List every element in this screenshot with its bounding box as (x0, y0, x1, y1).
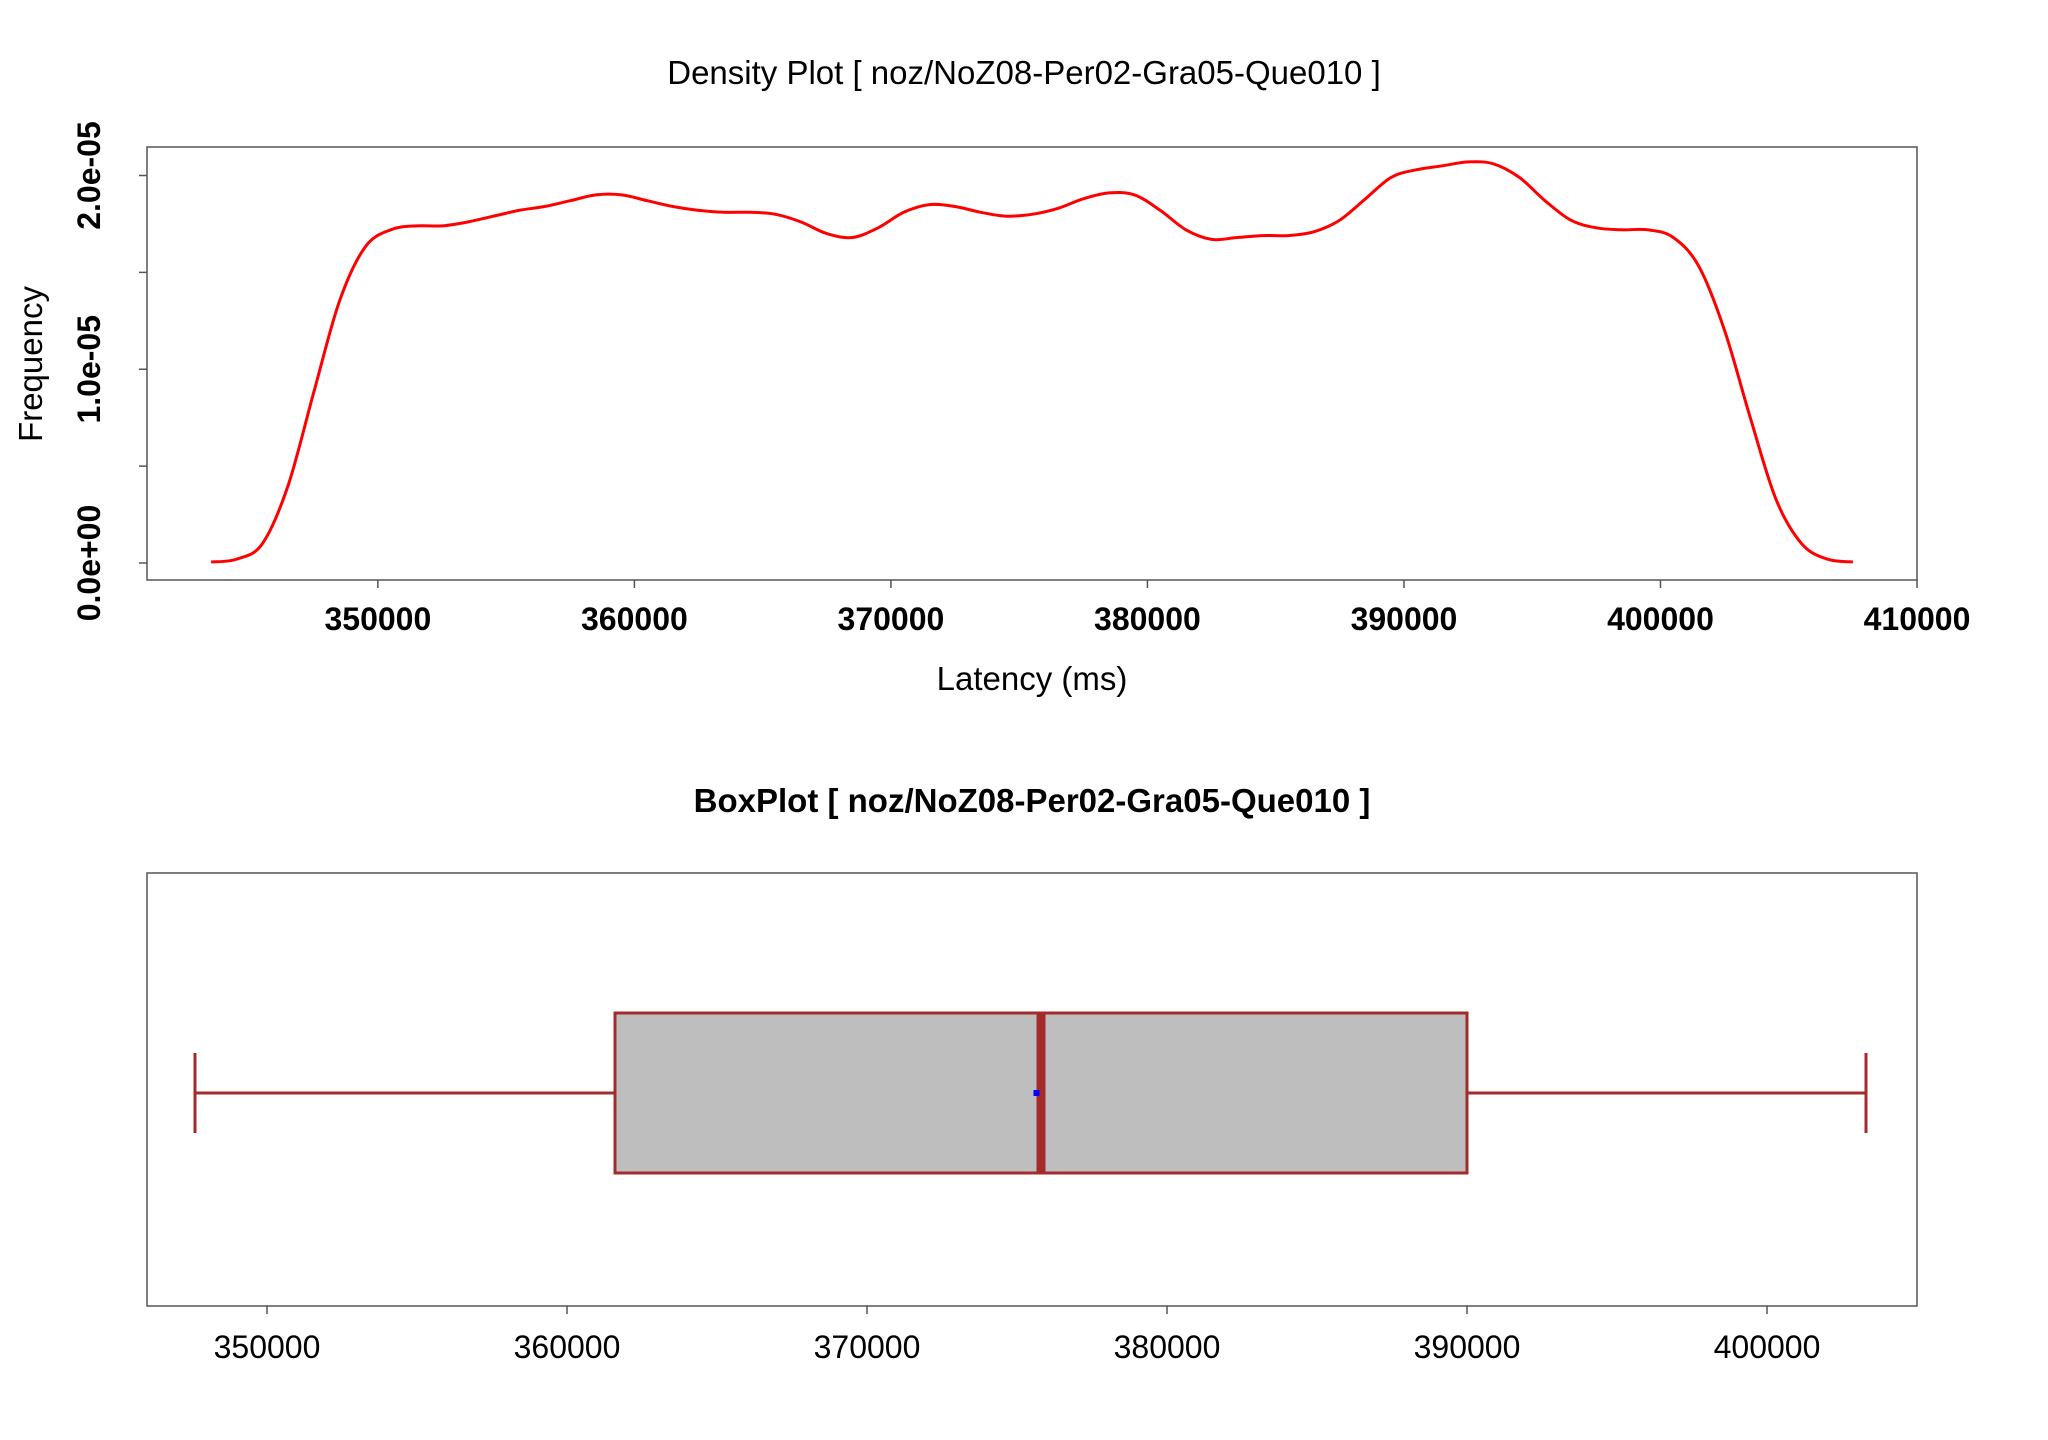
density-plot: Density Plot [ noz/NoZ08-Per02-Gra05-Que… (12, 54, 1970, 697)
box-x-tick-label: 400000 (1714, 1329, 1821, 1365)
box-x-tick-label: 380000 (1114, 1329, 1221, 1365)
density-y-tick-label: 0.0e+00 (71, 505, 107, 622)
box-plot-marks (193, 1011, 1868, 1175)
density-y-axis-label: Frequency (12, 286, 49, 442)
box-mean-marker (1033, 1090, 1040, 1096)
density-x-tick-label: 410000 (1864, 601, 1971, 637)
density-plot-title: Density Plot [ noz/NoZ08-Per02-Gra05-Que… (667, 54, 1381, 91)
box-plot-frame (146, 872, 1918, 1307)
density-x-tick-label: 350000 (324, 601, 431, 637)
box-x-tick-label: 360000 (514, 1329, 621, 1365)
density-x-tick-label: 370000 (838, 601, 945, 637)
box-x-tick-label: 390000 (1414, 1329, 1521, 1365)
density-x-axis-label: Latency (ms) (937, 660, 1128, 697)
density-x-tick-label: 360000 (581, 601, 688, 637)
density-y-tick-label: 2.0e-05 (71, 121, 107, 230)
density-series-line (210, 160, 1854, 564)
density-plot-frame (146, 146, 1918, 581)
box-x-tick-label: 350000 (214, 1329, 321, 1365)
density-y-axis: 0.0e+00 1.0e-05 2.0e-05 (71, 121, 147, 621)
box-x-axis: 350000 360000 370000 380000 390000 400000 (214, 1306, 1821, 1365)
box-plot: BoxPlot [ noz/NoZ08-Per02-Gra05-Que010 ]… (146, 782, 1918, 1365)
density-x-axis: 350000 360000 370000 380000 390000 400000 4100… (324, 580, 1970, 637)
density-x-tick-label: 380000 (1094, 601, 1201, 637)
box-x-tick-label: 370000 (814, 1329, 921, 1365)
density-y-tick-label: 1.0e-05 (71, 315, 107, 424)
box-plot-title: BoxPlot [ noz/NoZ08-Per02-Gra05-Que010 ] (694, 782, 1371, 819)
density-x-tick-label: 390000 (1351, 601, 1458, 637)
density-x-tick-label: 400000 (1607, 601, 1714, 637)
